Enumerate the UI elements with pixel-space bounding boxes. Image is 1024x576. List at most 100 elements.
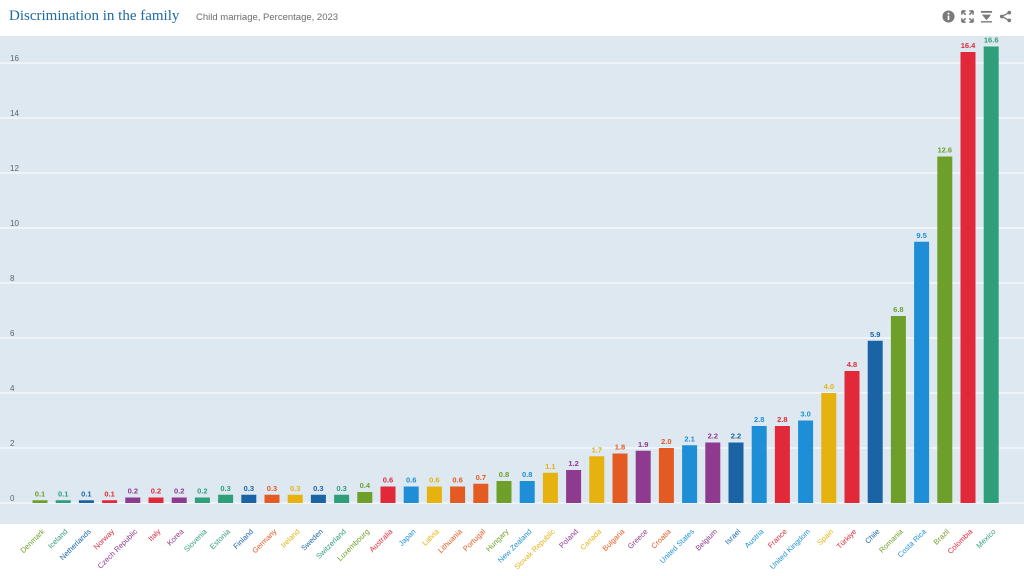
bar — [890, 316, 906, 503]
data-label: 0.3 — [267, 484, 277, 493]
bar — [589, 456, 605, 503]
chart-title: Discrimination in the family — [9, 8, 180, 24]
bar — [798, 420, 814, 503]
data-label: 0.3 — [290, 484, 300, 493]
bar — [287, 494, 303, 503]
share-icon[interactable] — [999, 10, 1012, 23]
category-label: Italy — [146, 527, 162, 543]
y-tick-label: 0 — [10, 494, 15, 503]
data-label: 5.9 — [870, 330, 880, 339]
y-tick-label: 2 — [10, 439, 15, 448]
data-label: 0.4 — [360, 481, 371, 490]
bar — [310, 494, 326, 503]
bar — [566, 470, 582, 503]
data-label: 2.0 — [661, 437, 671, 446]
data-label: 0.6 — [383, 476, 393, 485]
bar — [914, 241, 930, 503]
category-label: Spain — [815, 527, 835, 547]
category-label: Greece — [626, 527, 650, 551]
bar — [380, 486, 396, 503]
data-label: 2.1 — [684, 434, 694, 443]
y-tick-label: 6 — [10, 329, 15, 338]
category-label: Belgium — [694, 527, 720, 553]
bar — [426, 486, 442, 503]
category-label: Türkiye — [835, 527, 859, 551]
data-label: 3.0 — [800, 410, 810, 419]
y-tick-label: 4 — [10, 384, 15, 393]
data-label: 4.8 — [847, 360, 857, 369]
category-label: Brazil — [932, 527, 952, 547]
data-label: 16.6 — [984, 36, 999, 45]
data-label: 0.1 — [35, 489, 45, 498]
data-label: 6.8 — [893, 305, 903, 314]
bar — [496, 481, 512, 503]
data-label: 0.6 — [429, 476, 439, 485]
category-label: Colombia — [946, 526, 975, 555]
bar — [937, 156, 953, 503]
data-label: 1.9 — [638, 440, 648, 449]
download-icon[interactable] — [980, 10, 993, 23]
bar — [148, 497, 164, 503]
category-label: Latvia — [420, 526, 441, 547]
data-label: 2.2 — [731, 432, 741, 441]
data-label: 0.1 — [104, 489, 114, 498]
data-label: 0.3 — [244, 484, 254, 493]
category-label: Mexico — [974, 527, 997, 550]
data-label: 0.8 — [522, 470, 532, 479]
category-label: Japan — [397, 527, 418, 548]
expand-icon[interactable] — [961, 10, 974, 23]
data-label: 4.0 — [824, 382, 834, 391]
data-label: 0.2 — [128, 487, 138, 496]
y-tick-label: 14 — [10, 109, 19, 118]
bar — [78, 500, 94, 503]
y-tick-label: 16 — [10, 54, 19, 63]
data-label: 0.2 — [174, 487, 184, 496]
data-label: 0.2 — [151, 487, 161, 496]
bar — [241, 494, 257, 503]
info-icon[interactable] — [942, 10, 955, 23]
bar — [519, 481, 535, 503]
bar — [821, 393, 837, 503]
bar-chart: 02468101214160.1Denmark0.1Iceland0.1Neth… — [0, 36, 1024, 572]
bar — [473, 483, 489, 503]
category-label: Australia — [367, 526, 395, 554]
bar — [194, 497, 210, 503]
bar — [867, 340, 883, 503]
bar — [55, 500, 71, 503]
data-label: 1.7 — [592, 445, 602, 454]
bar — [983, 46, 999, 503]
data-label: 0.3 — [220, 484, 230, 493]
bar — [774, 426, 790, 503]
bar — [728, 442, 744, 503]
bar — [264, 494, 280, 503]
category-label: Austria — [743, 526, 766, 549]
category-label: Lithuania — [436, 526, 464, 554]
data-label: 1.1 — [545, 462, 555, 471]
category-label: Bulgaria — [601, 526, 627, 552]
bar — [125, 497, 141, 503]
bar — [334, 494, 350, 503]
y-tick-label: 12 — [10, 164, 19, 173]
category-label: Denmark — [19, 527, 47, 555]
bar — [450, 486, 466, 503]
category-label: Slovak Republic — [512, 527, 557, 572]
chart-toolbar — [942, 10, 1012, 23]
category-label: Estonia — [208, 526, 233, 551]
y-tick-label: 10 — [10, 219, 19, 228]
category-label: Chile — [863, 527, 881, 545]
bar — [612, 453, 628, 503]
data-label: 2.2 — [708, 432, 718, 441]
bar — [102, 500, 118, 503]
bar — [705, 442, 721, 503]
bar — [960, 52, 976, 503]
data-label: 0.6 — [406, 476, 416, 485]
data-label: 0.3 — [336, 484, 346, 493]
data-label: 0.2 — [197, 487, 207, 496]
data-label: 0.6 — [452, 476, 462, 485]
bar — [542, 472, 558, 503]
data-label: 0.8 — [499, 470, 509, 479]
data-label: 9.5 — [916, 231, 926, 240]
data-label: 16.4 — [961, 41, 976, 50]
bar — [32, 500, 48, 503]
category-label: Portugal — [461, 527, 487, 553]
